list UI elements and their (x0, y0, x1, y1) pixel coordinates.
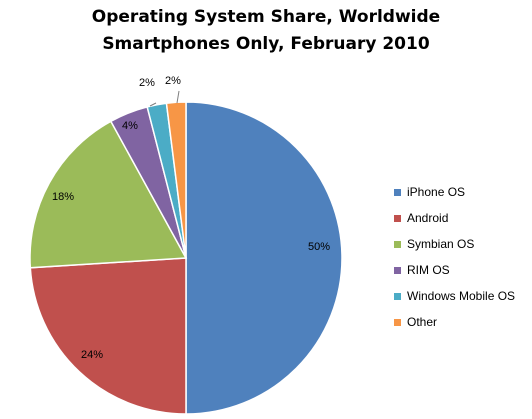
data-label: 24% (81, 349, 103, 361)
chart-subtitle: Smartphones Only, February 2010 (102, 34, 430, 54)
pie-slice-android (29, 257, 187, 415)
legend-item: Other (394, 309, 515, 335)
data-label: 18% (52, 191, 74, 203)
legend-label: iPhone OS (407, 185, 466, 199)
legend-label: Android (407, 211, 449, 225)
data-label: 2% (165, 75, 181, 87)
legend-swatch (394, 214, 401, 222)
legend-item: RIM OS (394, 257, 515, 283)
legend-label: Windows Mobile OS (407, 289, 516, 303)
legend-swatch (394, 292, 401, 300)
legend-swatch (394, 318, 401, 326)
label-leader-line (149, 102, 157, 107)
chart-title: Operating System Share, Worldwide (91, 7, 441, 27)
legend: iPhone OS Android Symbian OS RIM OS Windows … (394, 179, 515, 335)
pie-slice-symbian-os (29, 120, 188, 269)
pie-slice-iphone-os (185, 101, 343, 415)
pie-slice-other (165, 101, 187, 259)
legend-label: RIM OS (407, 263, 450, 277)
legend-item: Windows Mobile OS (394, 283, 515, 309)
data-label: 4% (122, 120, 138, 132)
legend-swatch (394, 188, 401, 196)
legend-label: Other (407, 315, 438, 329)
label-leader-line (176, 90, 180, 104)
legend-item: iPhone OS (394, 179, 515, 205)
legend-label: Symbian OS (407, 237, 475, 251)
legend-item: Android (394, 205, 515, 231)
data-label: 2% (139, 77, 155, 89)
legend-swatch (394, 240, 401, 248)
legend-swatch (394, 266, 401, 274)
legend-item: Symbian OS (394, 231, 515, 257)
data-label: 50% (308, 241, 330, 253)
